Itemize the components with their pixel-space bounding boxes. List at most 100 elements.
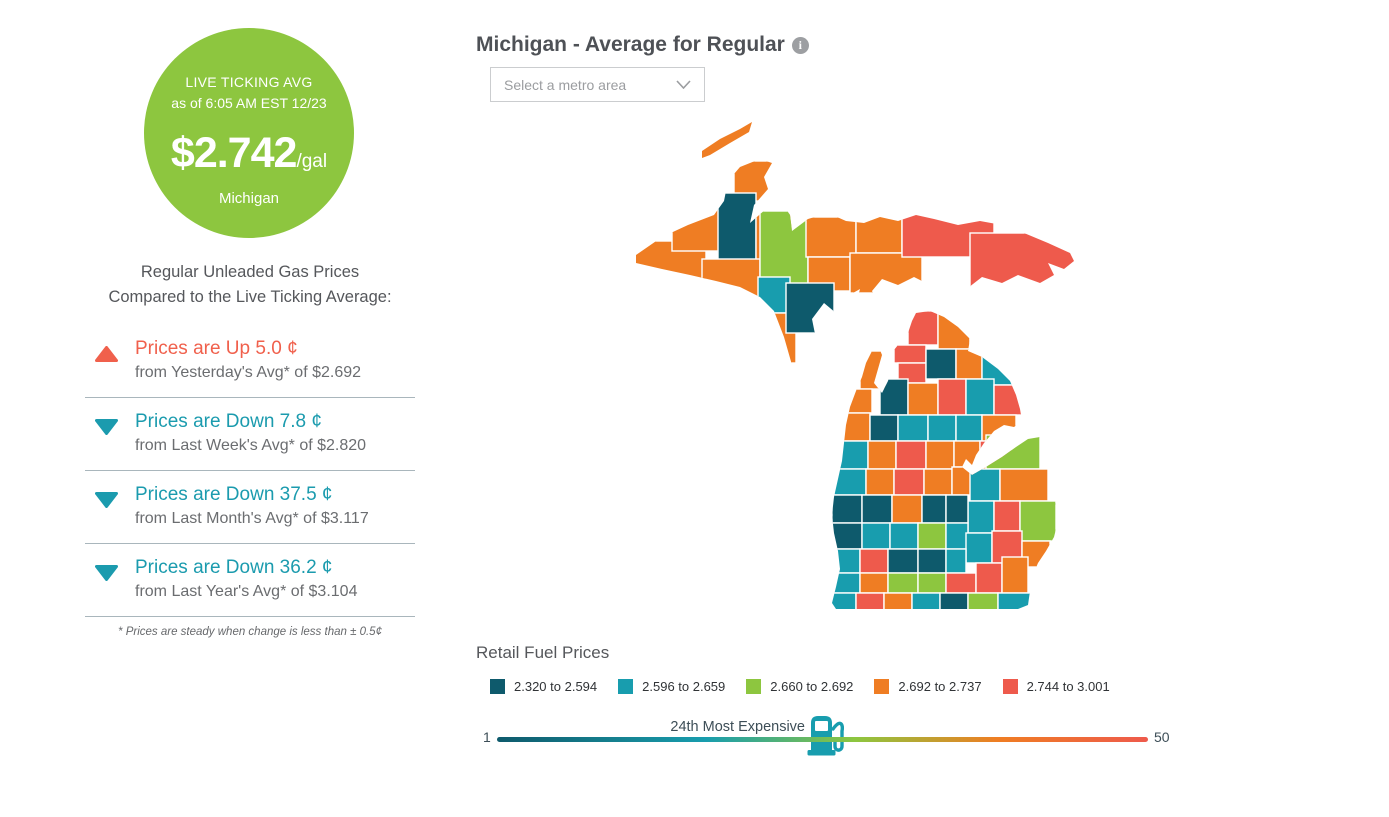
county[interactable] xyxy=(859,572,889,594)
isle-royale[interactable] xyxy=(702,122,752,158)
county[interactable] xyxy=(717,192,757,266)
price-unit: /gal xyxy=(296,151,328,172)
county[interactable] xyxy=(907,382,939,416)
county[interactable] xyxy=(859,350,887,390)
county[interactable] xyxy=(917,572,947,594)
county[interactable] xyxy=(839,412,871,442)
county[interactable] xyxy=(937,378,967,416)
county[interactable] xyxy=(897,414,929,442)
rank-slider-track[interactable] xyxy=(497,737,1148,742)
county[interactable] xyxy=(832,572,861,594)
legend-title: Retail Fuel Prices xyxy=(476,643,610,662)
county[interactable] xyxy=(830,522,863,550)
county[interactable] xyxy=(985,434,1041,470)
metro-area-select[interactable]: Select a metro area xyxy=(490,67,705,102)
county[interactable] xyxy=(907,311,939,346)
live-ticking-average-badge: LIVE TICKING AVG as of 6:05 AM EST 12/23… xyxy=(144,28,354,238)
lower-peninsula-counties[interactable] xyxy=(830,311,1057,611)
county[interactable] xyxy=(833,468,867,496)
county[interactable] xyxy=(955,414,983,442)
county[interactable] xyxy=(945,522,969,550)
county[interactable] xyxy=(999,468,1049,502)
county[interactable] xyxy=(889,522,919,550)
michigan-county-map[interactable] xyxy=(618,105,1138,625)
county[interactable] xyxy=(759,210,809,286)
county[interactable] xyxy=(832,548,861,574)
page-title: Michigan - Average for Regular i xyxy=(476,33,809,57)
county[interactable] xyxy=(785,282,835,334)
county[interactable] xyxy=(1001,556,1029,594)
county[interactable] xyxy=(955,348,983,380)
county[interactable] xyxy=(911,592,941,611)
county[interactable] xyxy=(893,468,925,496)
county[interactable] xyxy=(887,548,919,574)
info-icon[interactable]: i xyxy=(791,37,809,54)
county[interactable] xyxy=(917,548,947,574)
county[interactable] xyxy=(849,252,923,294)
county[interactable] xyxy=(865,468,895,496)
county[interactable] xyxy=(859,548,889,574)
county[interactable] xyxy=(923,468,953,496)
county[interactable] xyxy=(843,388,873,414)
county[interactable] xyxy=(967,500,995,534)
county[interactable] xyxy=(893,344,927,364)
rank-max: 50 xyxy=(1154,729,1170,745)
county[interactable] xyxy=(969,232,1078,292)
comparison-row-last-year: Prices are Down 36.2 ¢ from Last Year's … xyxy=(85,544,415,617)
county[interactable] xyxy=(701,258,761,312)
county[interactable] xyxy=(925,348,957,380)
county[interactable] xyxy=(969,468,1001,502)
county[interactable] xyxy=(945,494,969,524)
legend-range-label: 2.744 to 3.001 xyxy=(1026,679,1110,694)
county[interactable] xyxy=(965,378,995,416)
comparison-label: Prices are Down 7.8 ¢ xyxy=(135,411,322,432)
county[interactable] xyxy=(895,440,927,470)
ticker-region: Michigan xyxy=(218,190,280,207)
up-arrow-icon xyxy=(95,346,118,367)
comparison-row-last-month: Prices are Down 37.5 ¢ from Last Month's… xyxy=(85,471,415,544)
down-arrow-icon xyxy=(95,419,118,440)
legend-swatch xyxy=(618,679,634,694)
county[interactable] xyxy=(939,592,969,611)
county[interactable] xyxy=(925,440,955,470)
county[interactable] xyxy=(887,572,919,594)
county[interactable] xyxy=(832,494,863,524)
county[interactable] xyxy=(805,216,857,258)
county[interactable] xyxy=(969,320,1015,352)
average-price: $2.742 xyxy=(170,129,298,177)
county[interactable] xyxy=(891,494,923,524)
county[interactable] xyxy=(879,378,909,416)
county[interactable] xyxy=(917,522,947,550)
county[interactable] xyxy=(1019,500,1057,542)
county[interactable] xyxy=(967,592,999,611)
comparison-sub: from Yesterday's Avg* of $2.692 xyxy=(135,364,362,381)
county[interactable] xyxy=(869,414,899,442)
county[interactable] xyxy=(945,548,967,574)
county[interactable] xyxy=(861,522,891,550)
county[interactable] xyxy=(830,592,857,611)
county[interactable] xyxy=(975,562,1003,594)
county[interactable] xyxy=(993,384,1025,416)
county[interactable] xyxy=(867,440,897,470)
comparison-sub: from Last Month's Avg* of $3.117 xyxy=(135,510,369,527)
rank-min: 1 xyxy=(483,729,491,745)
county[interactable] xyxy=(945,572,977,594)
county[interactable] xyxy=(927,414,957,442)
county[interactable] xyxy=(883,592,913,611)
county[interactable] xyxy=(993,500,1021,532)
county[interactable] xyxy=(937,311,971,350)
upper-peninsula-counties[interactable] xyxy=(634,160,1078,364)
steady-price-footnote: * Prices are steady when change is less … xyxy=(118,626,382,638)
comparison-label: Prices are Down 37.5 ¢ xyxy=(135,484,333,505)
county[interactable] xyxy=(921,494,947,524)
county[interactable] xyxy=(835,440,869,470)
comparison-row-last-week: Prices are Down 7.8 ¢ from Last Week's A… xyxy=(85,398,415,471)
county[interactable] xyxy=(953,440,981,468)
county[interactable] xyxy=(965,532,993,564)
county[interactable] xyxy=(855,214,903,254)
county[interactable] xyxy=(861,494,893,524)
county[interactable] xyxy=(757,276,791,314)
county[interactable] xyxy=(997,592,1033,611)
down-arrow-icon xyxy=(95,492,118,513)
county[interactable] xyxy=(855,592,885,611)
